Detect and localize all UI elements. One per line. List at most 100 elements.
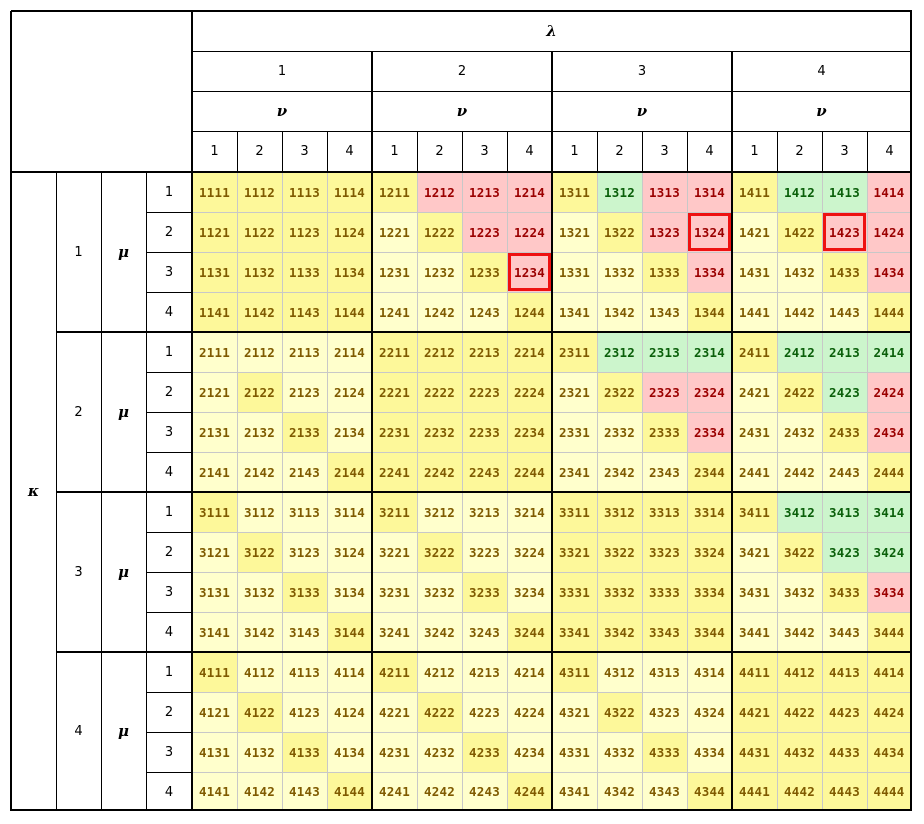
- table-cell: 2333: [642, 412, 687, 452]
- table-cell: 2421: [732, 372, 777, 412]
- table-cell: 2241: [372, 452, 417, 492]
- table-cell: 2224: [507, 372, 552, 412]
- table-cell: 3333: [642, 572, 687, 612]
- table-cell: 1223: [462, 212, 507, 252]
- border-line: [191, 11, 193, 811]
- cell-value: 1141: [199, 304, 230, 320]
- table-cell: 2123: [282, 372, 327, 412]
- cell-value: 2214: [514, 344, 545, 360]
- table-cell: 2142: [237, 452, 282, 492]
- table-cell: 4121: [192, 692, 237, 732]
- table-cell: 4322: [597, 692, 642, 732]
- table-cell: 2122: [237, 372, 282, 412]
- border-line: [146, 732, 193, 733]
- table-cell: 1314: [687, 172, 732, 212]
- table-cell: 2114: [327, 332, 372, 372]
- cell-value: 1324: [694, 224, 725, 240]
- table-cell: 4222: [417, 692, 462, 732]
- border-line: [371, 51, 373, 811]
- table-cell: 2143: [282, 452, 327, 492]
- mu-index: 4: [164, 304, 174, 320]
- border-line: [146, 612, 193, 613]
- cell-value: 2343: [649, 464, 680, 480]
- lambda-index: 4: [817, 63, 826, 79]
- cell-value: 1424: [873, 224, 905, 240]
- cell-value: 1213: [469, 184, 500, 200]
- cell-value: 2311: [559, 344, 590, 360]
- cell-value: 1112: [244, 184, 275, 200]
- cell-value: 3241: [379, 624, 410, 640]
- mu-index: 3: [164, 264, 174, 280]
- cell-value: 3423: [829, 544, 860, 560]
- cell-value: 3142: [244, 624, 275, 640]
- table-cell: 3444: [867, 612, 911, 652]
- cell-value: 2114: [334, 344, 365, 360]
- cell-value: 4322: [604, 704, 635, 720]
- table-cell: 4421: [732, 692, 777, 732]
- cell-value: 3414: [873, 504, 905, 520]
- table-cell: 3212: [417, 492, 462, 532]
- cell-value: 2323: [649, 384, 680, 400]
- cell-value: 1214: [514, 184, 545, 200]
- cell-value: 2212: [424, 344, 455, 360]
- cell-value: 4422: [784, 704, 815, 720]
- table-cell: 3321: [552, 532, 597, 572]
- table-cell: 3331: [552, 572, 597, 612]
- table-cell: 3334: [687, 572, 732, 612]
- nu-index: 1: [210, 144, 219, 159]
- cell-value: 2223: [469, 384, 500, 400]
- cell-value: 3223: [469, 544, 500, 560]
- mu-index: 4: [164, 464, 174, 480]
- nu-index: 2: [435, 144, 444, 159]
- cell-value: 1242: [424, 304, 455, 320]
- cell-value: 1114: [334, 184, 365, 200]
- cell-value: 1123: [289, 224, 320, 240]
- cell-value: 3331: [559, 584, 590, 600]
- table-cell: 4311: [552, 652, 597, 692]
- table-cell: 1433: [822, 252, 867, 292]
- border-line: [327, 131, 328, 173]
- cell-value: 1321: [559, 224, 590, 240]
- cell-value: 1414: [873, 184, 905, 200]
- table-cell: 3132: [237, 572, 282, 612]
- border-line: [146, 452, 193, 453]
- cell-value: 2412: [784, 344, 815, 360]
- cell-value: 2411: [739, 344, 770, 360]
- cell-value: 2221: [379, 384, 410, 400]
- table-cell: 4422: [777, 692, 822, 732]
- mu-index: 1: [164, 504, 174, 520]
- table-cell: 2141: [192, 452, 237, 492]
- table-cell: 3142: [237, 612, 282, 652]
- table-cell: 1423: [822, 212, 867, 252]
- table-cell: 3411: [732, 492, 777, 532]
- cell-value: 2242: [424, 464, 455, 480]
- table-cell: 4314: [687, 652, 732, 692]
- cell-value: 4423: [829, 704, 860, 720]
- table-cell: 2121: [192, 372, 237, 412]
- cell-value: 4323: [649, 704, 680, 720]
- table-cell: 4114: [327, 652, 372, 692]
- cell-value: 1211: [379, 184, 410, 200]
- table-cell: 1422: [777, 212, 822, 252]
- cell-value: 3244: [514, 624, 545, 640]
- cell-value: 4131: [199, 744, 230, 760]
- table-cell: 2243: [462, 452, 507, 492]
- cell-value: 1444: [873, 304, 905, 320]
- cell-value: 1233: [469, 264, 500, 280]
- cell-value: 1412: [784, 184, 815, 200]
- border-line: [146, 532, 193, 533]
- table-cell: 1221: [372, 212, 417, 252]
- table-cell: 1321: [552, 212, 597, 252]
- mu-index: 3: [164, 744, 174, 760]
- cell-value: 1344: [694, 304, 725, 320]
- cell-value: 3424: [873, 544, 905, 560]
- kappa-index: 2: [74, 404, 83, 420]
- cell-value: 1144: [334, 304, 365, 320]
- table-cell: 4441: [732, 772, 777, 810]
- cell-value: 1113: [289, 184, 320, 200]
- table-cell: 3244: [507, 612, 552, 652]
- table-cell: 2433: [822, 412, 867, 452]
- cell-value: 4234: [514, 744, 545, 760]
- cell-value: 3222: [424, 544, 455, 560]
- cell-value: 4112: [244, 664, 275, 680]
